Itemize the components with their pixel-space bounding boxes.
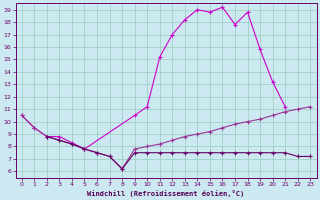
X-axis label: Windchill (Refroidissement éolien,°C): Windchill (Refroidissement éolien,°C) bbox=[87, 190, 245, 197]
